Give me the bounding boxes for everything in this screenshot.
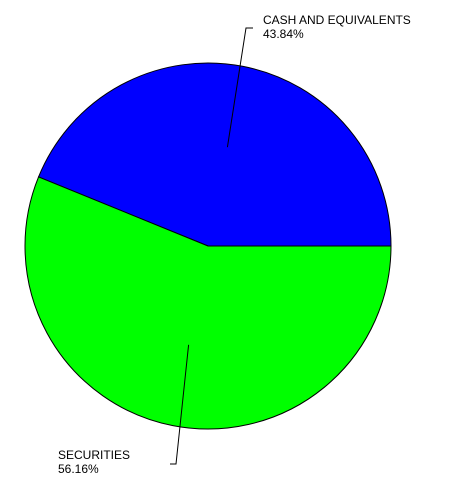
slice-name-label: SECURITIES	[58, 448, 130, 462]
slice-name-label: CASH AND EQUIVALENTS	[263, 13, 411, 27]
leader-line	[170, 344, 190, 465]
pie-slice-cash-and-equivalents	[37, 62, 392, 247]
slice-percent-label: 56.16%	[58, 462, 99, 476]
leader-line	[226, 27, 253, 148]
pie-slices	[24, 62, 392, 430]
slice-percent-label: 43.84%	[263, 27, 304, 41]
pie-slice-securities	[24, 176, 392, 430]
leader-lines	[170, 27, 253, 465]
